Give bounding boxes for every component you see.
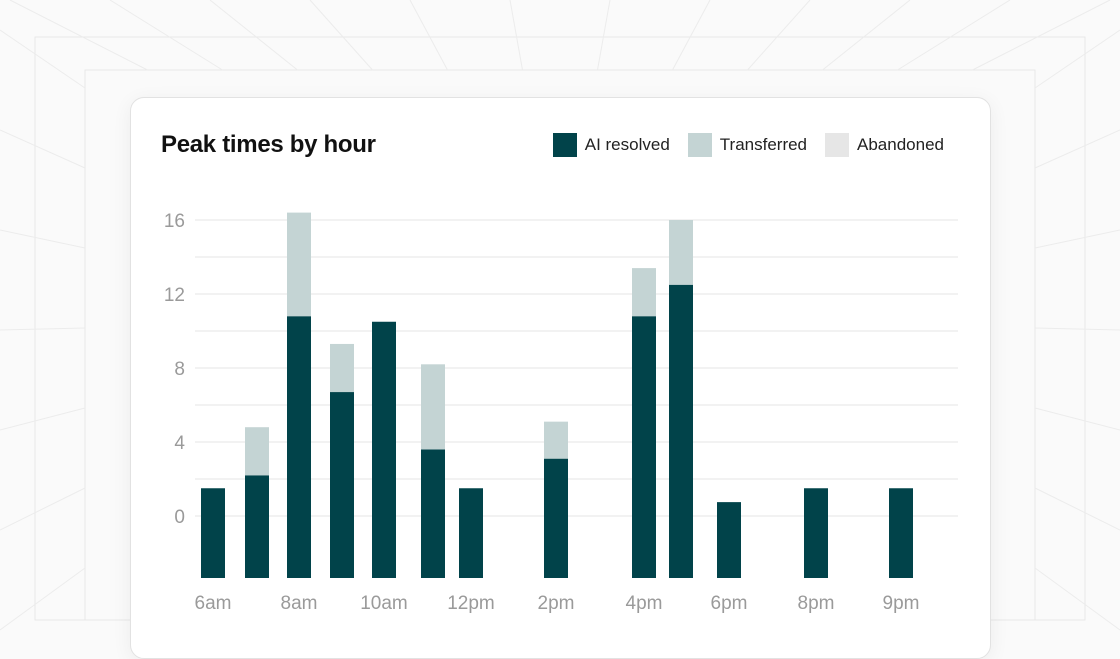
legend-item-transferred: Transferred [687, 133, 808, 157]
bg-line [309, 0, 373, 71]
legend-label: Abandoned [857, 135, 944, 154]
bar-11am-transferred [421, 364, 445, 450]
bar-2pm-transferred [544, 421, 568, 459]
bg-line [0, 567, 86, 631]
legend-label: AI resolved [584, 135, 670, 154]
y-tick-label: 0 [174, 507, 185, 528]
bar-11am-ai-resolved [421, 449, 445, 578]
bg-line [0, 229, 86, 249]
y-tick-label: 16 [164, 211, 185, 232]
bar-6pm-ai-resolved [717, 502, 741, 578]
bar-9pm-ai-resolved [889, 488, 913, 578]
y-tick-label: 4 [174, 433, 185, 454]
x-tick-label: 2pm [538, 593, 575, 614]
bg-line [597, 0, 611, 71]
bg-line [1034, 567, 1120, 631]
bar-7am-transferred [245, 427, 269, 476]
bg-line [972, 0, 1111, 71]
bar-5pm-transferred [669, 220, 693, 285]
bar-chart: 0 4 8 12 16 6am 8am 10am 12pm 2pm 4pm 6pm 8pm 9pm [164, 211, 958, 614]
x-tick-label: 6pm [711, 593, 748, 614]
y-tick-label: 8 [174, 359, 185, 380]
bar-6am-ai-resolved [201, 488, 225, 578]
legend-swatch [552, 133, 577, 157]
legend-item-abandoned: Abandoned [825, 133, 944, 157]
bar-9am-transferred [330, 343, 354, 393]
bg-line [409, 0, 448, 71]
bg-line [1034, 129, 1120, 169]
x-tick-label: 6am [195, 593, 232, 614]
bg-line [897, 0, 1011, 71]
x-tick-label: 9pm [883, 593, 920, 614]
bg-line [9, 0, 148, 71]
legend: AI resolved Transferred Abandoned [535, 133, 944, 157]
x-tick-label: 8am [281, 593, 318, 614]
bar-7am-ai-resolved [245, 475, 269, 578]
bar-4pm-ai-resolved [632, 316, 656, 578]
bar-2pm-ai-resolved [544, 458, 568, 578]
bg-line [1034, 407, 1120, 431]
legend-label: Transferred [719, 135, 808, 154]
bg-line [1034, 327, 1120, 331]
chart-title: Peak times by hour [161, 131, 376, 158]
bg-line [1034, 229, 1120, 249]
bg-line [0, 29, 86, 89]
bg-line [1034, 487, 1120, 531]
bg-line [747, 0, 811, 71]
bar-8am-transferred [287, 212, 311, 317]
bg-line [209, 0, 298, 71]
bg-line [509, 0, 523, 71]
bg-line [0, 407, 86, 431]
bg-line [672, 0, 711, 71]
bar-5pm-ai-resolved [669, 284, 693, 578]
bg-line [0, 327, 86, 331]
bg-line [1034, 29, 1120, 89]
legend-item-ai-resolved: AI resolved [552, 133, 670, 157]
x-tick-label: 8pm [798, 593, 835, 614]
bg-line [0, 487, 86, 531]
legend-swatch [825, 133, 850, 157]
bg-line [822, 0, 911, 71]
x-tick-label: 10am [360, 593, 408, 614]
bar-8am-ai-resolved [287, 316, 311, 578]
bar-4pm-transferred [632, 268, 656, 317]
legend-swatch [687, 133, 712, 157]
bar-8pm-ai-resolved [804, 488, 828, 578]
bar-12pm-ai-resolved [459, 488, 483, 578]
bar-9am-ai-resolved [330, 392, 354, 578]
bar-10am-ai-resolved [372, 321, 396, 578]
y-tick-label: 12 [164, 285, 185, 306]
x-tick-label: 12pm [447, 593, 495, 614]
bg-line [0, 129, 86, 169]
bg-line [109, 0, 223, 71]
x-tick-label: 4pm [626, 593, 663, 614]
